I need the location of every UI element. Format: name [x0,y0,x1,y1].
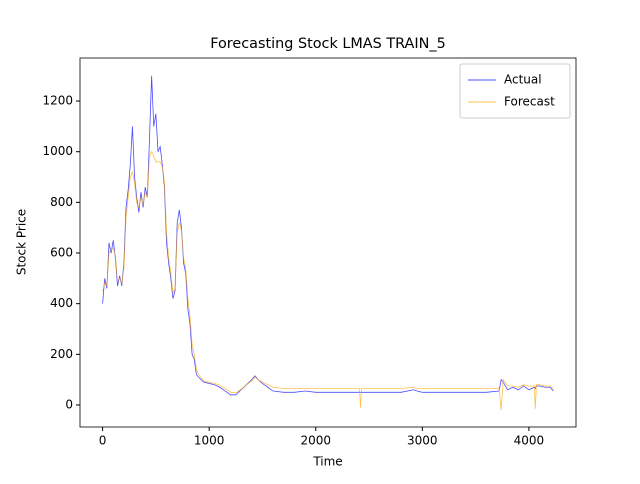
chart-title: Forecasting Stock LMAS TRAIN_5 [210,36,446,52]
x-tick-label: 4000 [514,434,545,448]
legend-box [459,63,571,119]
y-axis-label: Stock Price [15,209,29,275]
y-tick-label: 200 [50,347,73,361]
x-tick-label: 1000 [194,434,225,448]
y-tick-label: 600 [50,246,73,260]
y-tick-label: 400 [50,296,73,310]
x-tick-label: 0 [99,434,107,448]
x-axis-label: Time [312,455,342,469]
legend-label: Actual [504,73,542,87]
series-line [102,75,554,396]
plot-frame [79,57,577,428]
y-tick-label: 1000 [42,144,73,158]
x-tick-label: 2000 [300,434,331,448]
legend-label: Forecast [504,95,555,109]
x-tick-label: 3000 [407,434,438,448]
y-tick-label: 0 [65,397,73,411]
series-line [102,150,554,411]
y-tick-label: 1200 [42,94,73,108]
y-tick-label: 800 [50,195,73,209]
